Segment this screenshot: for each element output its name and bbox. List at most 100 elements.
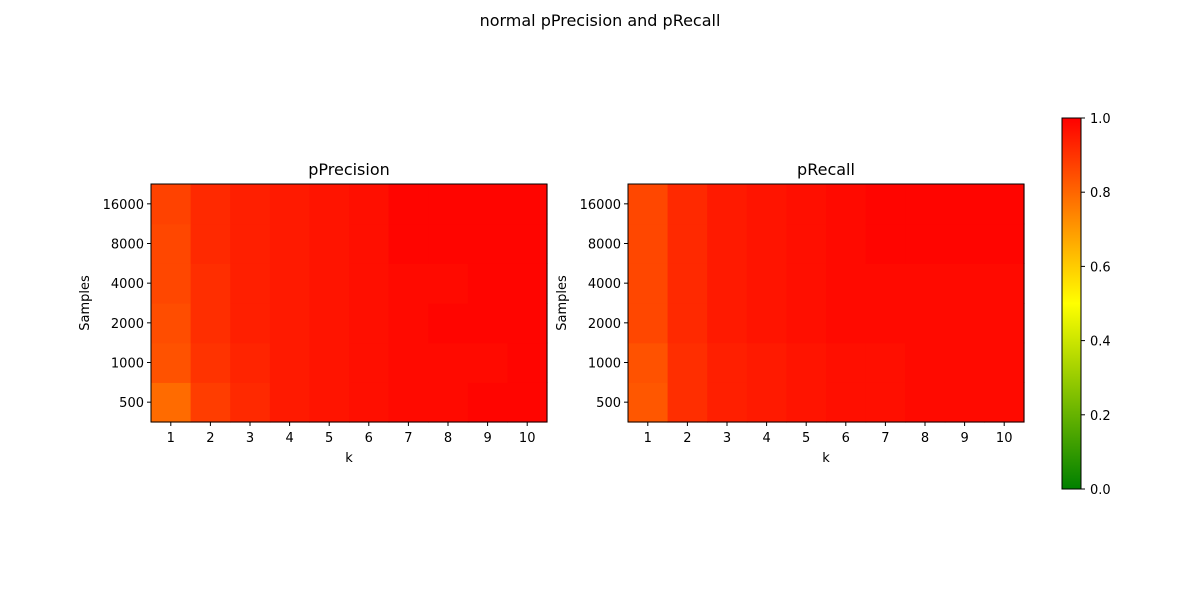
pprecision-heatmap-cell <box>428 223 469 264</box>
pprecision-heatmap-cell <box>190 184 231 225</box>
pprecision-x-tick-label: 5 <box>325 431 333 446</box>
precall-heatmap-cell <box>628 303 669 344</box>
precall-heatmap-cell <box>984 342 1025 383</box>
precall-heatmap-cell <box>667 382 708 423</box>
precall-heatmap-cell <box>944 184 985 225</box>
pprecision-y-tick-label: 2000 <box>111 317 144 332</box>
pprecision-heatmap-cell <box>190 223 231 264</box>
pprecision-heatmap-cell <box>507 382 548 423</box>
precall-heatmap-cell <box>746 382 787 423</box>
precall-x-tick-label: 1 <box>644 431 652 446</box>
precall-heatmap-cell <box>628 184 669 225</box>
pprecision-x-ticks: 1 2 3 4 5 6 7 8 9 10 <box>167 422 535 446</box>
pprecision-heatmap-cell <box>467 223 508 264</box>
pprecision-heatmap-cell <box>190 263 231 304</box>
precall-heatmap-cell <box>746 342 787 383</box>
pprecision-heatmap-cell <box>190 303 231 344</box>
precall-panel: pRecall 1 2 3 4 5 6 7 8 9 10 500 1000 2000 4000 8000 1… <box>555 160 1025 466</box>
precall-heatmap-cell <box>707 184 748 225</box>
precall-x-axis-label: k <box>822 451 830 466</box>
pprecision-y-ticks: 500 1000 2000 4000 8000 16000 <box>103 198 151 411</box>
precall-heatmap-cell <box>826 223 867 264</box>
precall-y-tick-label: 500 <box>596 396 621 411</box>
pprecision-heatmap-cell <box>269 263 310 304</box>
precall-heatmap-cell <box>944 223 985 264</box>
colorbar-tick-label: 0.4 <box>1090 335 1111 350</box>
figure-title: normal pPrecision and pRecall <box>480 11 721 30</box>
precall-heatmap-cell <box>786 382 827 423</box>
precall-heatmap-cell <box>865 382 906 423</box>
pprecision-heatmap-cell <box>467 342 508 383</box>
pprecision-heatmap-cell <box>269 223 310 264</box>
pprecision-heatmap-cell <box>349 303 390 344</box>
pprecision-heatmap-cell <box>349 342 390 383</box>
precall-x-tick-label: 4 <box>762 431 770 446</box>
pprecision-x-tick-label: 2 <box>206 431 214 446</box>
pprecision-heatmap-cell <box>467 303 508 344</box>
precall-heatmap-cell <box>667 223 708 264</box>
pprecision-heatmap-cell <box>467 382 508 423</box>
pprecision-x-tick-label: 4 <box>285 431 293 446</box>
pprecision-y-tick-label: 1000 <box>111 357 144 372</box>
pprecision-heatmap-cell <box>428 184 469 225</box>
pprecision-heatmap-cell <box>467 263 508 304</box>
pprecision-y-axis-label: Samples <box>78 275 93 331</box>
precall-y-tick-label: 2000 <box>588 317 621 332</box>
pprecision-heatmap-cell <box>507 263 548 304</box>
pprecision-heatmap-cell <box>309 184 350 225</box>
precall-heatmap-cell <box>707 303 748 344</box>
pprecision-heatmap-cell <box>428 382 469 423</box>
precall-y-tick-label: 4000 <box>588 277 621 292</box>
pprecision-heatmap-cell <box>388 184 429 225</box>
precall-heatmap-cell <box>865 263 906 304</box>
precall-x-tick-label: 10 <box>996 431 1013 446</box>
precall-heatmap-cell <box>786 263 827 304</box>
precall-y-tick-label: 16000 <box>580 198 621 213</box>
precall-x-tick-label: 5 <box>802 431 810 446</box>
pprecision-heatmap-cell <box>349 223 390 264</box>
precall-heatmap-cell <box>865 223 906 264</box>
precall-heatmap-cell <box>826 184 867 225</box>
precall-x-tick-label: 9 <box>960 431 968 446</box>
precall-heatmap-cell <box>984 303 1025 344</box>
precall-heatmap-cell <box>944 382 985 423</box>
precall-heatmap-cell <box>905 223 946 264</box>
precall-heatmap-cell <box>746 223 787 264</box>
precall-heatmap-cell <box>707 382 748 423</box>
precall-heatmap-cell <box>628 382 669 423</box>
pprecision-heatmap-cell <box>507 223 548 264</box>
pprecision-x-tick-label: 9 <box>483 431 491 446</box>
pprecision-heatmap-cells <box>151 184 548 423</box>
pprecision-panel: pPrecision 1 2 3 4 5 6 7 8 9 10 500 1000 2000 4000 80… <box>78 160 548 466</box>
precall-heatmap-cell <box>786 342 827 383</box>
precall-heatmap-cell <box>746 263 787 304</box>
precall-heatmap-cell <box>786 223 827 264</box>
pprecision-heatmap-cell <box>467 184 508 225</box>
precall-y-axis-label: Samples <box>555 275 570 331</box>
pprecision-heatmap-cell <box>309 223 350 264</box>
pprecision-heatmap-cell <box>151 303 192 344</box>
precall-heatmap-cell <box>746 303 787 344</box>
precall-heatmap-cell <box>826 303 867 344</box>
pprecision-heatmap-cell <box>269 184 310 225</box>
pprecision-heatmap-cell <box>151 382 192 423</box>
pprecision-y-tick-label: 4000 <box>111 277 144 292</box>
precall-panel-title: pRecall <box>797 160 855 179</box>
precall-heatmap-cell <box>984 263 1025 304</box>
precall-heatmap-cell <box>905 342 946 383</box>
pprecision-heatmap-cell <box>349 184 390 225</box>
precall-heatmap-cell <box>984 223 1025 264</box>
precall-heatmap-cells <box>628 184 1025 423</box>
pprecision-panel-title: pPrecision <box>308 160 390 179</box>
colorbar-tick-label: 0.6 <box>1090 260 1111 275</box>
precall-heatmap-cell <box>865 303 906 344</box>
precall-plot-frame <box>627 183 1025 423</box>
pprecision-heatmap-cell <box>269 382 310 423</box>
precall-x-tick-label: 8 <box>921 431 929 446</box>
colorbar-tick-label: 1.0 <box>1090 112 1111 127</box>
precall-heatmap-cell <box>707 263 748 304</box>
pprecision-heatmap-cell <box>507 184 548 225</box>
precall-y-tick-label: 8000 <box>588 238 621 253</box>
precall-heatmap-cell <box>628 342 669 383</box>
precall-heatmap-cell <box>667 184 708 225</box>
